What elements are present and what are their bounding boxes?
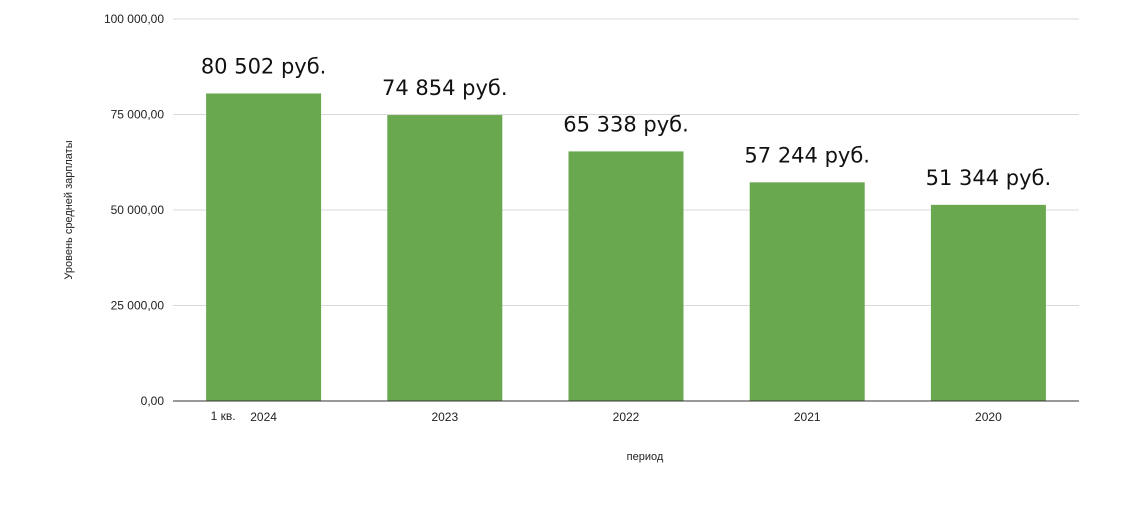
y-tick-label: 50 000,00 bbox=[111, 203, 165, 217]
data-label: 57 244 руб. bbox=[744, 143, 870, 167]
x-tick-labels: 2024 1 кв. 2023 2022 2021 2020 bbox=[211, 409, 1002, 424]
data-label: 65 338 руб. bbox=[563, 112, 689, 136]
data-label: 74 854 руб. bbox=[382, 76, 508, 100]
y-tick-labels: 0,00 25 000,00 50 000,00 75 000,00 100 000,0… bbox=[104, 12, 164, 408]
y-tick-label: 25 000,00 bbox=[111, 299, 165, 313]
data-label: 51 344 руб. bbox=[926, 166, 1052, 190]
bar-2023 bbox=[387, 115, 503, 402]
bar-2024 bbox=[206, 93, 322, 401]
y-axis-label: Уровень средней зарплаты bbox=[63, 140, 75, 279]
bar-2021 bbox=[749, 182, 865, 401]
bar-2020 bbox=[930, 204, 1046, 401]
x-tick-label: 2024 bbox=[250, 410, 277, 424]
x-axis-label: период bbox=[627, 451, 664, 463]
y-tick-label: 100 000,00 bbox=[104, 12, 164, 26]
x-tick-label: 2020 bbox=[975, 410, 1002, 424]
x-tick-label: 2021 bbox=[794, 410, 821, 424]
bars bbox=[206, 93, 1046, 402]
y-tick-label: 75 000,00 bbox=[111, 108, 165, 122]
x-tick-prefix: 1 кв. bbox=[211, 409, 236, 423]
bar-2022 bbox=[568, 151, 684, 401]
x-tick-label: 2023 bbox=[431, 410, 458, 424]
x-tick-label: 2022 bbox=[613, 410, 640, 424]
data-label: 80 502 руб. bbox=[201, 54, 327, 78]
y-tick-label: 0,00 bbox=[141, 394, 165, 408]
data-labels: 80 502 руб. 74 854 руб. 65 338 руб. 57 244 … bbox=[201, 54, 1051, 189]
